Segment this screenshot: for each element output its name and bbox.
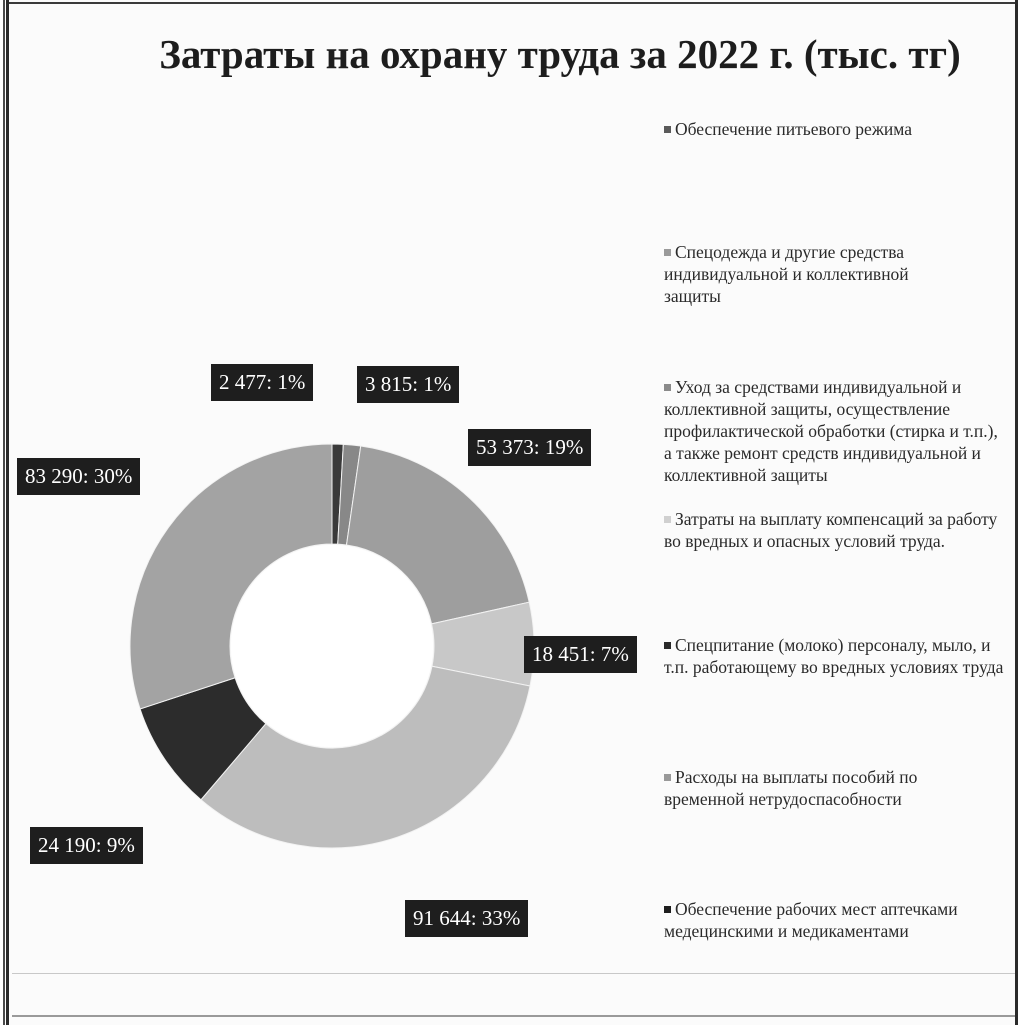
legend-item-drinking-water: Обеспечение питьевого режима (664, 118, 912, 140)
data-label-sick-leave: 24 190: 9% (30, 827, 143, 864)
legend-label: Затраты на выплату компенсаций за работу… (664, 509, 997, 551)
data-label-first-aid: 83 290: 30% (17, 458, 140, 495)
legend-item-first-aid: Обеспечение рабочих мест аптечками медец… (664, 898, 1009, 942)
legend-item-special-nutrition: Спецпитание (молоко) персоналу, мыло, и … (664, 634, 1016, 678)
legend-label: Расходы на выплаты пособий по временной … (664, 767, 917, 809)
legend-label: Уход за средствами индивидуальной и колл… (664, 377, 998, 485)
legend-label: Обеспечение питьевого режима (675, 119, 912, 139)
legend-item-sick-leave: Расходы на выплаты пособий по временной … (664, 766, 964, 810)
legend-marker (664, 642, 671, 649)
data-label-drinking-water: 2 477: 1% (211, 364, 313, 401)
data-label-workwear: 3 815: 1% (357, 366, 459, 403)
legend-label: Обеспечение рабочих мест аптечками медец… (664, 899, 958, 941)
legend-marker (664, 774, 671, 781)
legend-marker (664, 384, 671, 391)
legend-item-ppe-care: Уход за средствами индивидуальной и колл… (664, 376, 1009, 486)
data-label-ppe-care: 53 373: 19% (468, 429, 591, 466)
data-label-special-nutrition: 91 644: 33% (405, 900, 528, 937)
legend-marker (664, 906, 671, 913)
legend-marker (664, 516, 671, 523)
legend-marker (664, 126, 671, 133)
legend-label: Спецодежда и другие средства индивидуаль… (664, 242, 909, 306)
data-label-compensation: 18 451: 7% (524, 636, 637, 673)
donut-hole (231, 545, 433, 747)
legend-marker (664, 249, 671, 256)
legend-item-compensation: Затраты на выплату компенсаций за работу… (664, 508, 1009, 552)
legend-label: Спецпитание (молоко) персоналу, мыло, и … (664, 635, 1003, 677)
legend-item-workwear: Спецодежда и другие средства индивидуаль… (664, 241, 964, 307)
